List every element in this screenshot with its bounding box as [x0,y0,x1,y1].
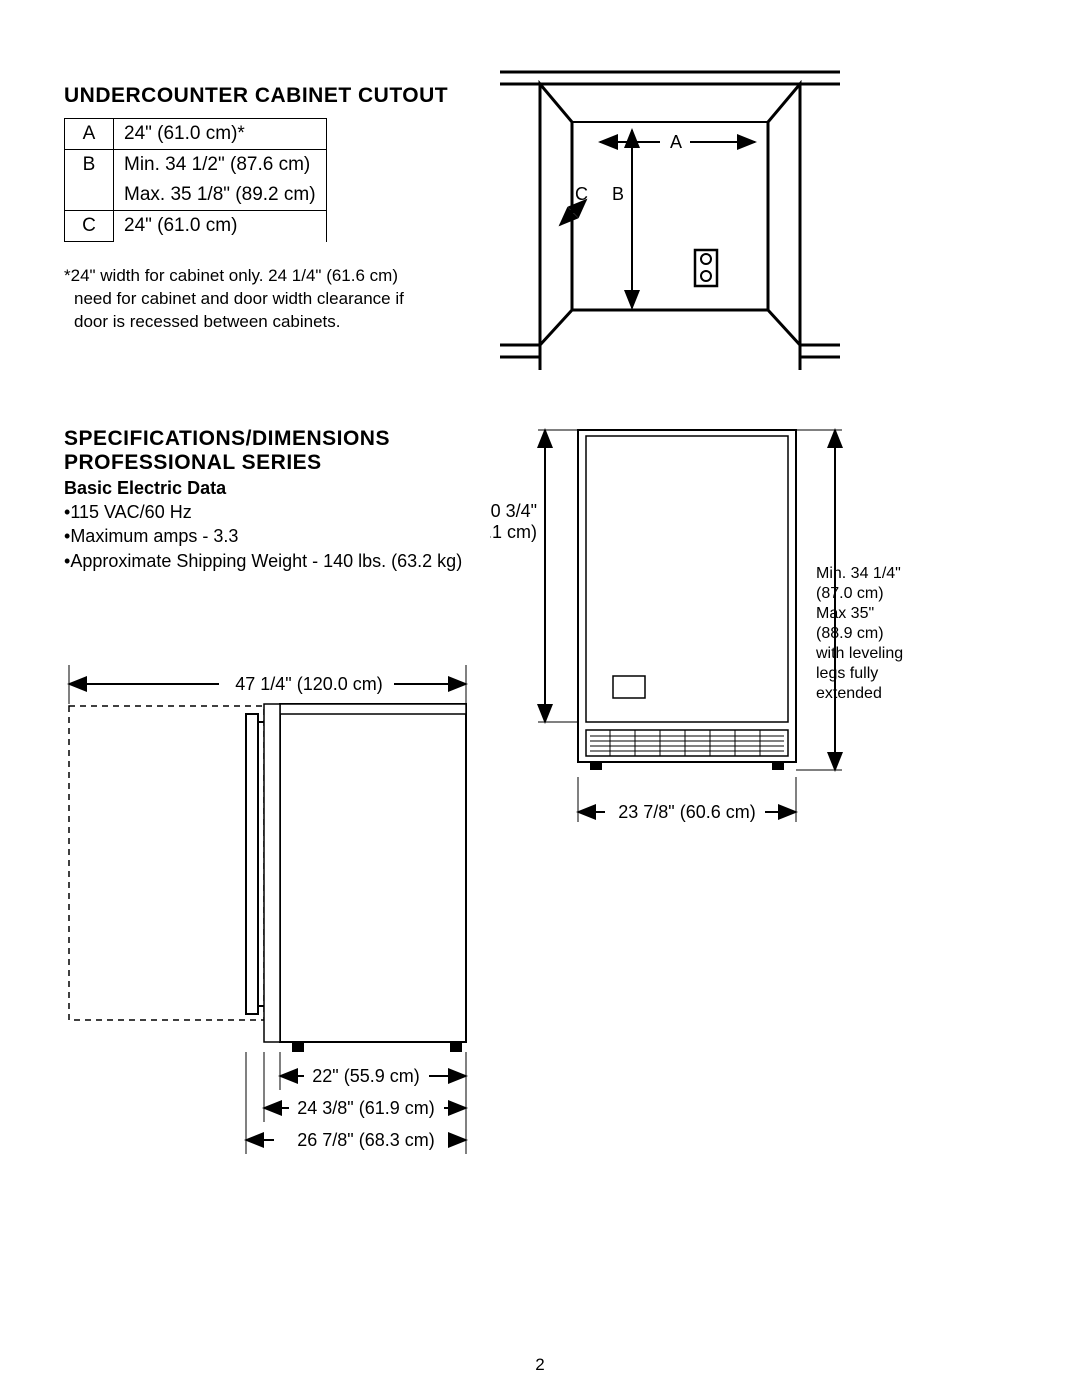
front-right-l1: Min. 34 1/4" [816,565,901,582]
front-right-l7: extended [816,685,882,702]
cutout-footnote: *24" width for cabinet only. 24 1/4" (61… [64,265,464,334]
diagram-label-A: A [670,132,682,152]
side-depth-3: 26 7/8" (68.3 cm) [297,1130,434,1150]
cell-A-key: A [65,119,114,150]
heading-specs-l2: Professional Series [64,451,390,475]
cutout-table: A 24" (61.0 cm)* B Min. 34 1/2" (87.6 cm… [64,118,327,242]
spec-page: Undercounter Cabinet Cutout A 24" (61.0 … [0,0,1080,1397]
diagram-label-B: B [612,184,624,204]
side-view-diagram: 47 1/4" (120.0 cm) 22" (55.9 cm) 24 3/8"… [64,660,504,1160]
cell-B-max: Max. 35 1/8" (89.2 cm) [114,180,327,211]
front-view-diagram: 30 3/4" (78.1 cm) Min. 34 1/4" (87.0 cm)… [490,422,1050,842]
side-depth-1: 22" (55.9 cm) [312,1066,419,1086]
front-width: 23 7/8" (60.6 cm) [618,802,755,822]
cell-B-key: B [65,150,114,181]
bullet-2: •Maximum amps - 3.3 [64,524,462,548]
cell-C-val: 24" (61.0 cm) [114,211,327,242]
bullet-1: •115 VAC/60 Hz [64,500,462,524]
front-right-l3: Max 35" [816,605,874,622]
front-right-l4: (88.9 cm) [816,625,884,642]
cabinet-cutout-diagram: A B C [500,60,840,370]
front-right-l5: with leveling [815,645,903,662]
heading-specs: Specifications/Dimensions Professional S… [64,427,390,475]
spec-bullets: •115 VAC/60 Hz •Maximum amps - 3.3 •Appr… [64,500,462,573]
cell-A-val: 24" (61.0 cm)* [114,119,327,150]
footnote-line-1: *24" width for cabinet only. 24 1/4" (61… [64,265,464,288]
footnote-line-3: door is recessed between cabinets. [64,311,464,334]
front-right-l2: (87.0 cm) [816,585,884,602]
front-height-top: 30 3/4" [490,501,537,521]
bullet-3: •Approximate Shipping Weight - 140 lbs. … [64,549,462,573]
front-height-top-cm: (78.1 cm) [490,522,537,542]
basic-electric-heading: Basic Electric Data [64,478,226,499]
heading-cutout: Undercounter Cabinet Cutout [64,84,448,108]
footnote-line-2: need for cabinet and door width clearanc… [64,288,464,311]
heading-specs-l1: Specifications/Dimensions [64,427,390,451]
side-depth-2: 24 3/8" (61.9 cm) [297,1098,434,1118]
page-number: 2 [0,1355,1080,1375]
cell-B-min: Min. 34 1/2" (87.6 cm) [114,150,327,181]
cell-C-key: C [65,211,114,242]
front-right-l6: legs fully [816,665,878,682]
diagram-label-C: C [575,184,588,204]
cell-B-key-blank [65,180,114,211]
side-top-width: 47 1/4" (120.0 cm) [235,674,382,694]
